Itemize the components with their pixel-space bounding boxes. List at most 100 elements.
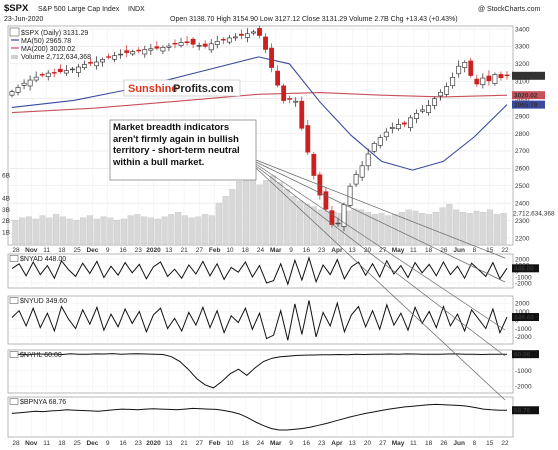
x-tick-label: 15 xyxy=(486,440,494,447)
indicator-line xyxy=(11,256,508,286)
x-tick-label: 10 xyxy=(226,247,234,254)
candle-body xyxy=(154,46,160,49)
candle-body xyxy=(251,31,256,34)
candle-body xyxy=(75,66,81,73)
x-tick-label: Dec xyxy=(86,440,98,447)
quote-date: 23-Jun-2020 xyxy=(4,16,43,23)
price-tick-label: 2800 xyxy=(515,131,530,138)
x-tick-label: 22 xyxy=(501,440,509,447)
candle-body xyxy=(202,43,208,47)
candle-body xyxy=(106,56,111,58)
volume-bar xyxy=(73,219,80,245)
price-label-box xyxy=(512,91,545,100)
candle-body xyxy=(486,75,492,82)
volume-bar xyxy=(358,209,365,245)
volume-bar xyxy=(405,209,412,245)
candle-body xyxy=(21,82,27,86)
candle-body xyxy=(245,33,250,38)
indicator-legend-swatch xyxy=(9,398,19,405)
candle-body xyxy=(220,39,226,41)
candle-body xyxy=(88,62,93,64)
candle-body xyxy=(462,62,468,68)
candle-body xyxy=(323,191,329,210)
indicator-legend-swatch xyxy=(9,351,19,358)
x-tick-label: 16 xyxy=(119,247,127,254)
volume-bar xyxy=(161,216,168,245)
x-tick-label: Mar xyxy=(270,247,282,254)
candle-body xyxy=(365,153,371,167)
volume-bar xyxy=(202,214,209,245)
candle-body xyxy=(474,78,480,85)
candle-body xyxy=(184,41,190,44)
volume-bar xyxy=(398,211,405,245)
candle-body xyxy=(178,42,184,46)
candle-body xyxy=(9,91,15,96)
volume-bar xyxy=(127,215,134,245)
candle-body xyxy=(238,33,244,36)
candle-body xyxy=(148,48,154,51)
candle-body xyxy=(359,165,365,178)
x-tick-label: Feb xyxy=(209,247,221,254)
indicator-value-text: 349.60 xyxy=(514,314,534,321)
volume-bar xyxy=(249,177,256,245)
x-tick-label: 13 xyxy=(165,247,173,254)
volume-bar xyxy=(256,184,263,245)
volume-bar xyxy=(310,206,317,245)
candle-body xyxy=(142,49,148,55)
x-tick-label: 2020 xyxy=(146,247,161,254)
candle-body xyxy=(347,185,353,206)
brand-text-2: Profits.com xyxy=(173,83,234,95)
indicator-tick-label: -2000 xyxy=(515,280,532,287)
x-tick-label: 23 xyxy=(318,247,326,254)
volume-bar xyxy=(480,211,487,245)
volume-bar xyxy=(46,217,53,245)
price-label-text: 3020.02 xyxy=(514,92,538,99)
volume-bar xyxy=(473,210,480,245)
x-tick-label: 24 xyxy=(257,440,265,447)
candle-body xyxy=(39,74,45,76)
indicator-value-text: 60.00 xyxy=(514,351,531,358)
candle-body xyxy=(456,65,462,75)
candle-body xyxy=(426,105,431,113)
x-tick-label: 20 xyxy=(364,247,372,254)
x-tick-label: 11 xyxy=(410,440,417,447)
volume-bar xyxy=(66,218,73,245)
indicator-tick-label: -2000 xyxy=(515,384,532,391)
index-name: S&P 500 Large Cap Index xyxy=(38,6,120,13)
annotation-text: Market breadth indicators aren't firmly … xyxy=(113,122,240,168)
x-tick-label: 28 xyxy=(12,247,20,254)
indicator-tick-label: 2000 xyxy=(515,300,530,307)
x-tick-label: 18 xyxy=(242,247,250,254)
candle-body xyxy=(57,68,63,72)
volume-bar xyxy=(107,217,114,245)
volume-bar xyxy=(466,213,473,245)
price-tick-label: 2400 xyxy=(515,200,530,207)
volume-bar xyxy=(371,214,378,245)
x-tick-label: 25 xyxy=(74,440,82,447)
candle-body xyxy=(94,61,99,67)
price-label-box xyxy=(512,71,545,80)
x-tick-label: Mar xyxy=(270,440,282,447)
brand-text-1: Sunshine xyxy=(128,83,178,95)
volume-bar xyxy=(364,211,372,245)
candle-body xyxy=(124,50,130,53)
indicator-tick-label: 2000 xyxy=(515,256,530,263)
legend-price: $SPX (Daily) 3131.29 xyxy=(21,30,88,37)
exchange: INDX xyxy=(128,6,145,13)
price-label-text: 2965.78 xyxy=(514,102,538,109)
x-tick-label: 16 xyxy=(119,440,127,447)
indicator-tick-label: -1000 xyxy=(515,274,532,281)
symbol: $SPX xyxy=(4,3,29,14)
volume-tick-label: 2B xyxy=(2,218,10,225)
indicator-value-text: 448.00 xyxy=(514,266,534,273)
candle-body xyxy=(408,117,413,128)
indicator-tick-label: -1000 xyxy=(515,326,532,333)
volume-bar xyxy=(351,208,358,245)
x-tick-label: 11 xyxy=(43,247,50,254)
price-tick-label: 2600 xyxy=(515,166,530,173)
candle-body xyxy=(172,42,178,45)
volume-bar xyxy=(303,204,311,245)
volume-last-label: 2,712,634,368 xyxy=(513,210,555,217)
x-tick-label: 25 xyxy=(74,247,82,254)
